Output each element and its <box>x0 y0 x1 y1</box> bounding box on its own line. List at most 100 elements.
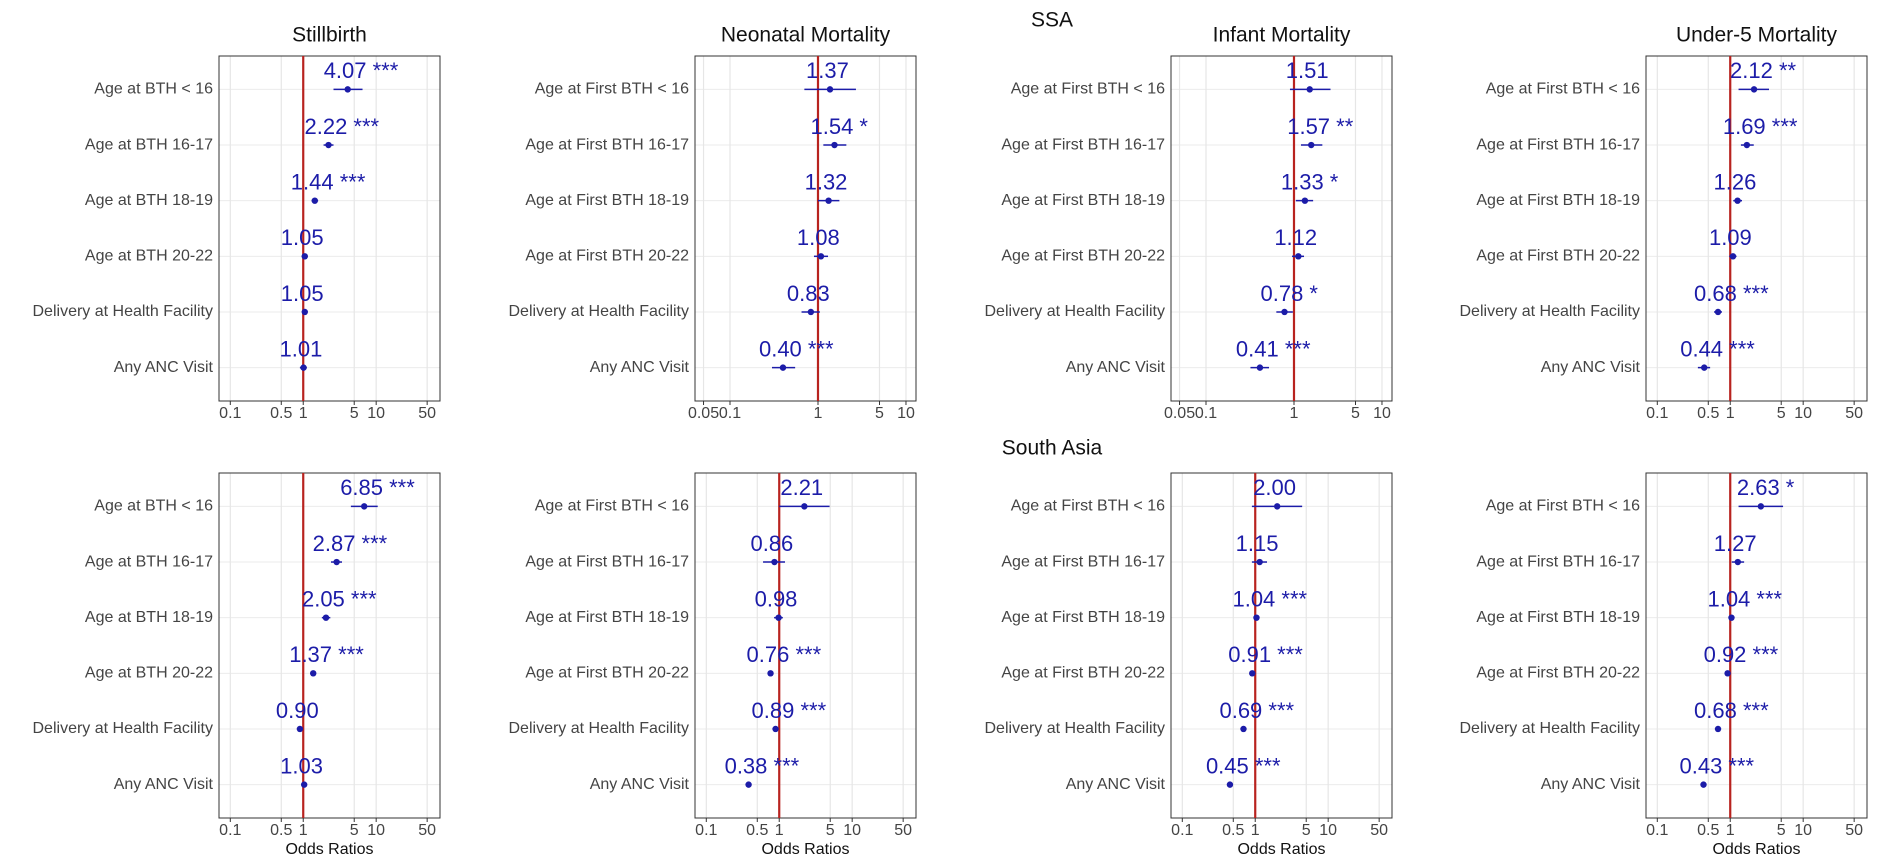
x-tick-label: 5 <box>1777 822 1786 839</box>
x-tick-label: 1 <box>1726 405 1735 422</box>
x-tick-label: 5 <box>350 405 359 422</box>
x-tick-label: 10 <box>897 405 915 422</box>
category-label: Age at First BTH 18-19 <box>1476 609 1640 626</box>
x-tick-label: 0.5 <box>1697 822 1719 839</box>
x-axis-label: Odds Ratios <box>285 841 373 858</box>
value-label: 2.05 *** <box>302 586 377 611</box>
x-tick-label: 10 <box>367 405 385 422</box>
x-tick-label: 0.5 <box>270 822 292 839</box>
value-label: 6.85 *** <box>340 475 415 500</box>
x-tick-label: 5 <box>1351 405 1360 422</box>
x-tick-label: 0.05 <box>1164 405 1195 422</box>
category-label: Age at First BTH 16-17 <box>1476 136 1640 153</box>
x-tick-label: 5 <box>875 405 884 422</box>
category-label: Any ANC Visit <box>1066 776 1166 793</box>
point <box>826 86 834 93</box>
panel: 0.05 0.1 1 5 10 Age at First BTH < 16 1.37 Age … <box>509 24 917 422</box>
point <box>825 197 832 204</box>
x-tick-label: 5 <box>1302 822 1311 839</box>
category-label: Any ANC Visit <box>114 359 214 376</box>
value-label: 0.90 <box>276 698 319 723</box>
point <box>322 614 330 621</box>
point <box>311 197 318 204</box>
category-label: Age at BTH 18-19 <box>85 192 213 209</box>
point <box>775 614 782 621</box>
value-label: 1.04 *** <box>1232 586 1307 611</box>
point <box>1301 197 1309 204</box>
x-axis-label: Odds Ratios <box>761 841 849 858</box>
value-label: 0.91 *** <box>1228 642 1303 667</box>
category-label: Age at First BTH 18-19 <box>525 609 689 626</box>
panel-border <box>694 472 917 819</box>
section-title: South Asia <box>1002 437 1103 460</box>
point <box>1256 364 1264 371</box>
x-tick-label: 1 <box>299 405 308 422</box>
category-label: Age at BTH 18-19 <box>85 609 213 626</box>
value-label: 0.41 *** <box>1236 336 1311 361</box>
value-label: 1.12 <box>1274 225 1317 250</box>
point <box>1714 308 1722 316</box>
x-tick-label: 1 <box>1290 405 1299 422</box>
panel-border <box>1170 55 1393 402</box>
x-tick-label: 1 <box>775 822 784 839</box>
point <box>831 141 838 149</box>
x-tick-label: 10 <box>1794 822 1812 839</box>
x-tick-label: 0.5 <box>270 405 292 422</box>
value-label: 2.63 * <box>1737 475 1795 500</box>
value-label: 1.09 <box>1709 225 1752 250</box>
category-label: Age at First BTH 20-22 <box>1476 248 1640 265</box>
x-tick-label: 10 <box>1794 405 1812 422</box>
category-label: Age at First BTH < 16 <box>1486 81 1640 98</box>
value-label: 0.68 *** <box>1694 698 1769 723</box>
category-label: Age at First BTH 20-22 <box>525 248 689 265</box>
x-tick-label: 0.1 <box>695 822 717 839</box>
point <box>779 364 787 371</box>
point <box>1714 725 1722 733</box>
x-tick-label: 0.1 <box>219 822 241 839</box>
point <box>772 725 779 733</box>
category-label: Age at First BTH < 16 <box>1486 498 1640 515</box>
point <box>1256 558 1263 566</box>
point <box>300 781 308 788</box>
category-label: Age at BTH < 16 <box>94 498 213 515</box>
x-tick-label: 10 <box>367 822 385 839</box>
x-tick-label: 1 <box>299 822 308 839</box>
panel-background <box>695 473 916 818</box>
category-label: Any ANC Visit <box>114 776 214 793</box>
point <box>1728 614 1735 621</box>
value-label: 1.04 *** <box>1707 586 1782 611</box>
panel-background <box>1646 56 1867 401</box>
value-label: 1.69 *** <box>1723 114 1798 139</box>
value-label: 0.92 *** <box>1704 642 1779 667</box>
point <box>1240 725 1247 733</box>
panel-border <box>694 55 917 402</box>
category-label: Age at First BTH 16-17 <box>525 553 689 570</box>
point <box>817 253 825 260</box>
point <box>360 503 368 510</box>
value-label: 2.21 <box>780 475 823 500</box>
point <box>767 670 774 677</box>
point <box>1750 86 1758 93</box>
value-label: 0.38 *** <box>725 753 800 778</box>
panel: 0.05 0.1 1 5 10 Age at First BTH < 16 1.51 Age … <box>985 24 1393 422</box>
value-label: 1.03 <box>280 753 323 778</box>
x-tick-label: 0.5 <box>1222 822 1244 839</box>
value-label: 2.87 *** <box>313 531 388 556</box>
category-label: Age at BTH 20-22 <box>85 665 213 682</box>
point <box>1734 197 1741 204</box>
value-label: 1.27 <box>1714 531 1757 556</box>
category-label: Age at First BTH 20-22 <box>525 665 689 682</box>
category-label: Any ANC Visit <box>1541 359 1641 376</box>
value-label: 0.44 *** <box>1680 336 1755 361</box>
x-tick-label: 0.1 <box>719 405 741 422</box>
panel-border <box>1645 472 1868 819</box>
point <box>1701 364 1708 371</box>
category-label: Age at BTH 16-17 <box>85 136 213 153</box>
value-label: 0.83 <box>787 281 830 306</box>
value-label: 1.57 ** <box>1287 114 1353 139</box>
category-label: Age at First BTH < 16 <box>1011 81 1165 98</box>
panel-border <box>1645 55 1868 402</box>
x-tick-label: 10 <box>1319 822 1337 839</box>
value-label: 0.98 <box>755 586 798 611</box>
